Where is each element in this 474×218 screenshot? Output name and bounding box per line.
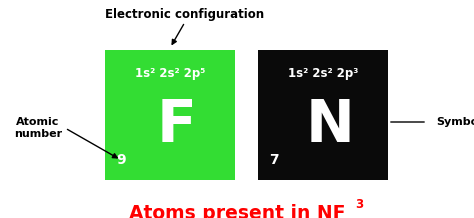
- Text: 1s² 2s² 2p³: 1s² 2s² 2p³: [288, 66, 358, 80]
- Text: 3: 3: [355, 198, 363, 211]
- Text: 7: 7: [269, 153, 279, 167]
- Bar: [105, 50, 235, 180]
- Text: Electronic configuration: Electronic configuration: [105, 7, 264, 20]
- Text: Atoms present in NF: Atoms present in NF: [129, 204, 345, 218]
- Text: 9: 9: [116, 153, 126, 167]
- Bar: [258, 50, 388, 180]
- Text: N: N: [306, 97, 355, 153]
- Text: 1s² 2s² 2p⁵: 1s² 2s² 2p⁵: [135, 66, 205, 80]
- Text: F: F: [157, 97, 197, 153]
- Text: Symbol: Symbol: [436, 117, 474, 127]
- Text: Atomic
number: Atomic number: [14, 117, 62, 139]
